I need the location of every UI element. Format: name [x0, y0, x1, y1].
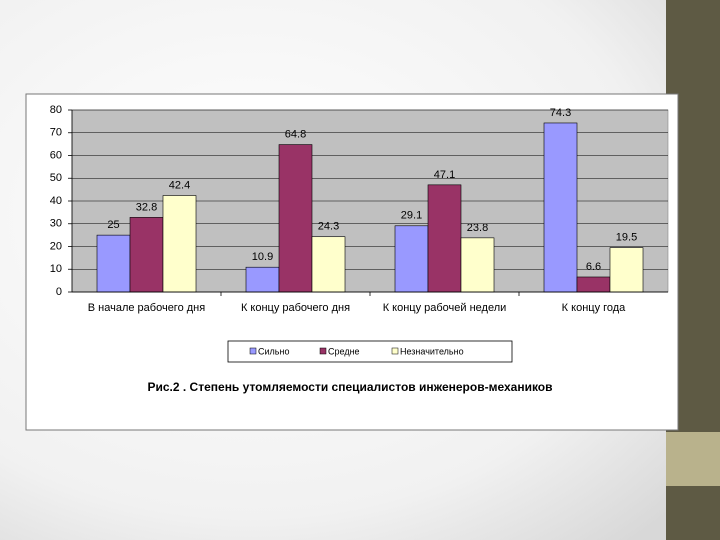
chart-title: Рис.2 . Степень утомляемости специалисто…	[147, 380, 552, 394]
y-tick-label: 10	[50, 263, 62, 275]
legend-swatch	[319, 347, 327, 355]
side-block	[666, 432, 720, 486]
legend-swatch	[391, 347, 399, 355]
value-label: 42.4	[169, 179, 190, 191]
value-label: 29.1	[401, 210, 422, 222]
x-tick-label: К концу рабочей недели	[383, 302, 507, 314]
value-label: 24.3	[318, 221, 339, 233]
value-label: 25	[107, 219, 119, 231]
y-tick-label: 70	[50, 127, 62, 139]
bar	[460, 237, 495, 293]
value-label: 47.1	[434, 169, 455, 181]
side-band	[666, 486, 720, 540]
bar	[394, 225, 429, 293]
value-label: 19.5	[616, 232, 637, 244]
bar	[162, 195, 197, 293]
y-tick-label: 20	[50, 240, 62, 252]
value-label: 74.3	[550, 107, 571, 119]
legend-box	[227, 340, 513, 363]
y-tick-label: 30	[50, 218, 62, 230]
y-tick-label: 60	[50, 149, 62, 161]
value-label: 64.8	[285, 128, 306, 140]
legend-label: Средне	[328, 346, 360, 356]
legend-swatch	[249, 347, 257, 355]
x-tick-label: К концу рабочего дня	[241, 302, 350, 314]
x-tick-label: К концу года	[562, 302, 627, 314]
value-label: 6.6	[586, 261, 601, 273]
bar	[129, 217, 164, 293]
bar	[311, 236, 346, 293]
bar	[245, 266, 280, 293]
y-tick-label: 80	[50, 104, 62, 116]
y-tick-label: 40	[50, 195, 62, 207]
y-tick-label: 50	[50, 172, 62, 184]
value-label: 10.9	[252, 251, 273, 263]
bar	[427, 184, 462, 293]
value-label: 32.8	[136, 201, 157, 213]
legend-label: Незначительно	[400, 346, 464, 356]
x-tick-label: В начале рабочего дня	[88, 302, 205, 314]
y-tick-label: 0	[56, 286, 62, 298]
bar	[576, 276, 611, 293]
legend-label: Сильно	[258, 346, 289, 356]
bar	[609, 247, 644, 293]
value-label: 23.8	[467, 222, 488, 234]
bar	[543, 122, 578, 293]
bar	[96, 234, 131, 293]
bar	[278, 144, 313, 293]
